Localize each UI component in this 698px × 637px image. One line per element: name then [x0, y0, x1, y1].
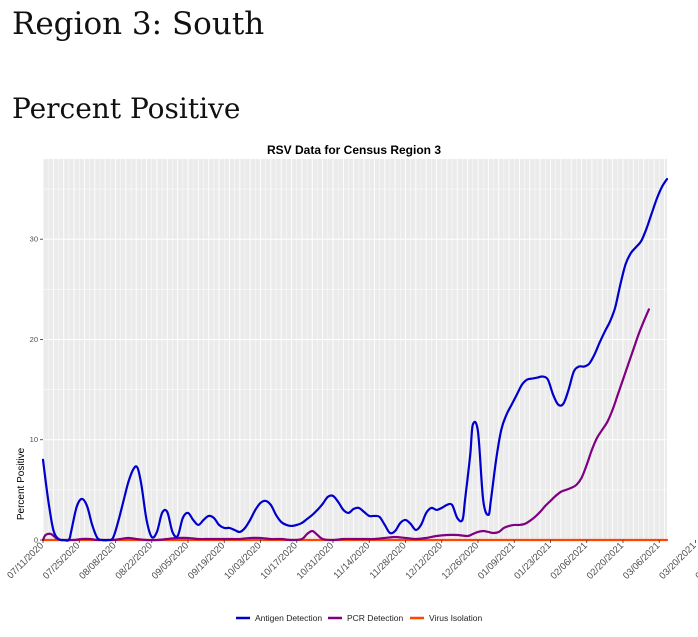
- x-tick-label: 08/22/2020: [113, 540, 154, 581]
- y-tick-label: 10: [30, 435, 38, 444]
- y-axis-label: Percent Positive: [16, 447, 27, 520]
- legend-label: Antigen Detection: [255, 613, 322, 623]
- x-tick-label: 02/20/2021: [585, 540, 626, 581]
- y-tick-label: 20: [30, 335, 38, 344]
- section-heading: Percent Positive: [12, 92, 241, 125]
- x-tick-label: 03/06/2021: [621, 540, 662, 581]
- x-tick-label: 08/08/2020: [77, 540, 118, 581]
- legend-label: PCR Detection: [347, 613, 403, 623]
- legend-label: Virus Isolation: [429, 613, 483, 623]
- x-tick-label: 09/19/2020: [186, 540, 227, 581]
- x-tick-label: 10/03/2020: [222, 540, 263, 581]
- x-tick-label: 12/26/2020: [440, 540, 481, 581]
- x-tick-label: 02/06/2021: [548, 540, 589, 581]
- x-tick-label: 07/11/2020: [5, 540, 46, 581]
- x-tick-label: 01/09/2021: [476, 540, 517, 581]
- x-tick-label: 12/12/2020: [403, 540, 444, 581]
- rsv-line-chart: RSV Data for Census Region 3 Percent Pos…: [5, 143, 698, 623]
- plot-panel: [42, 159, 667, 541]
- x-tick-label: 10/17/2020: [258, 540, 299, 581]
- series-line-pcr-detection: [41, 308, 650, 542]
- x-tick-label: 09/05/2020: [150, 540, 191, 581]
- x-tick-label: 01/23/2021: [512, 540, 553, 581]
- series-line-antigen-detection: [41, 177, 669, 542]
- x-tick-label: 11/14/2020: [331, 540, 372, 581]
- y-tick-label: 0: [34, 536, 38, 545]
- chart-legend: Antigen Detection PCR Detection Virus Isol…: [236, 613, 483, 623]
- x-axis: 07/11/202007/25/202008/08/202008/22/2020…: [5, 540, 698, 582]
- y-tick-label: 30: [30, 235, 38, 244]
- x-tick-label: 03/20/2021: [657, 540, 698, 581]
- chart-title: RSV Data for Census Region 3: [267, 143, 441, 157]
- x-tick-label: 11/28/2020: [368, 540, 409, 581]
- chart-container: RSV Data for Census Region 3 Percent Pos…: [0, 136, 698, 637]
- x-tick-label: 07/25/2020: [41, 540, 82, 581]
- x-tick-label: 10/31/2020: [295, 540, 336, 581]
- series-lines: [41, 177, 669, 542]
- y-axis: 0 10 20 30: [30, 235, 43, 545]
- page-heading: Region 3: South: [12, 6, 265, 42]
